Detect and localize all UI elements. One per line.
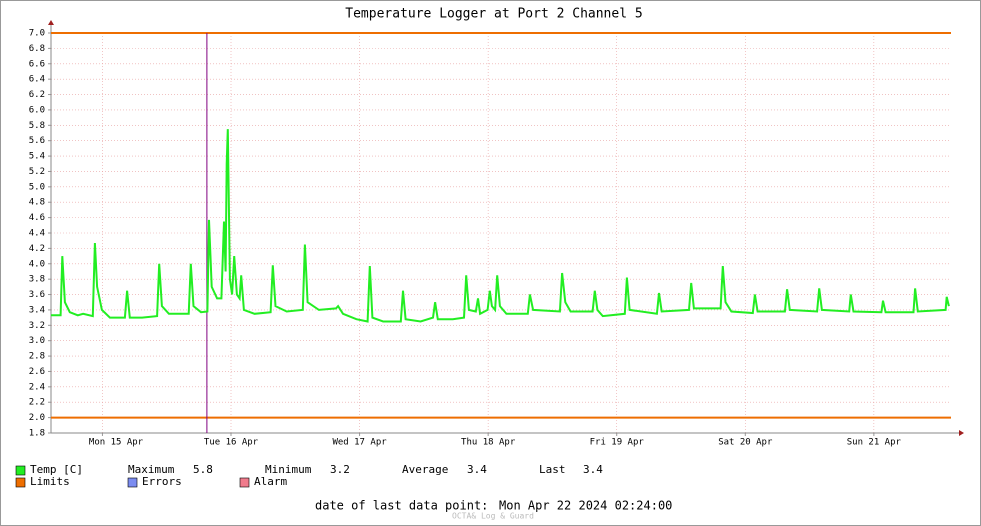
y-tick-label: 5.0: [29, 182, 45, 192]
y-tick-label: 3.2: [29, 321, 45, 331]
y-tick-label: 3.0: [29, 336, 45, 346]
y-tick-label: 5.4: [29, 152, 45, 162]
y-tick-label: 4.0: [29, 259, 45, 269]
legend-swatch: [239, 477, 250, 488]
legend-swatch: [127, 477, 138, 488]
chart-title: Temperature Logger at Port 2 Channel 5: [345, 7, 642, 22]
y-tick-label: 6.8: [29, 44, 45, 54]
y-tick-label: 4.2: [29, 244, 45, 254]
last-point-label: date of last data point:: [315, 499, 488, 513]
y-tick-label: 2.2: [29, 398, 45, 408]
x-tick-label: Sat 20 Apr: [718, 438, 773, 448]
y-tick-label: 2.0: [29, 413, 45, 423]
legend-label: Limits: [30, 475, 70, 488]
y-tick-label: 2.6: [29, 367, 45, 377]
y-tick-label: 2.4: [29, 382, 45, 392]
x-axis-arrow: [959, 430, 964, 436]
y-tick-label: 6.0: [29, 105, 45, 115]
stat-value: 3.4: [467, 463, 487, 476]
x-tick-label: Tue 16 Apr: [204, 438, 259, 448]
y-tick-label: 6.4: [29, 75, 45, 85]
legend-swatch: [15, 465, 26, 476]
stat-label: Maximum: [128, 463, 175, 476]
y-tick-label: 5.8: [29, 121, 45, 131]
stat-label: Last: [539, 463, 566, 476]
x-tick-label: Thu 18 Apr: [461, 438, 516, 448]
y-tick-label: 4.6: [29, 213, 45, 223]
x-tick-label: Mon 15 Apr: [89, 438, 144, 448]
footer: OCTA& Log & Guard: [452, 512, 534, 521]
y-tick-label: 3.4: [29, 305, 45, 315]
y-tick-label: 5.2: [29, 167, 45, 177]
y-tick-label: 5.6: [29, 136, 45, 146]
stat-label: Minimum: [265, 463, 312, 476]
legend-label: Temp [C]: [30, 463, 83, 476]
stat-value: 3.2: [330, 463, 350, 476]
stat-value: 3.4: [583, 463, 603, 476]
last-point: Mon Apr 22 2024 02:24:00: [499, 499, 672, 513]
stat-label: Average: [402, 463, 448, 476]
y-tick-label: 4.8: [29, 198, 45, 208]
x-tick-label: Fri 19 Apr: [590, 438, 645, 448]
stat-value: 5.8: [193, 463, 213, 476]
data-line: [51, 129, 950, 323]
y-tick-label: 4.4: [29, 229, 45, 239]
x-tick-label: Wed 17 Apr: [332, 438, 387, 448]
y-tick-label: 6.6: [29, 59, 45, 69]
legend-label: Errors: [142, 475, 182, 488]
y-tick-label: 1.8: [29, 429, 45, 439]
legend-label: Alarm: [254, 475, 287, 488]
y-tick-label: 2.8: [29, 352, 45, 362]
y-tick-label: 6.2: [29, 90, 45, 100]
y-tick-label: 7.0: [29, 29, 45, 39]
y-axis-arrow: [48, 20, 54, 25]
x-tick-label: Sun 21 Apr: [847, 438, 902, 448]
legend-swatch: [15, 477, 26, 488]
y-tick-label: 3.6: [29, 290, 45, 300]
y-tick-label: 3.8: [29, 275, 45, 285]
